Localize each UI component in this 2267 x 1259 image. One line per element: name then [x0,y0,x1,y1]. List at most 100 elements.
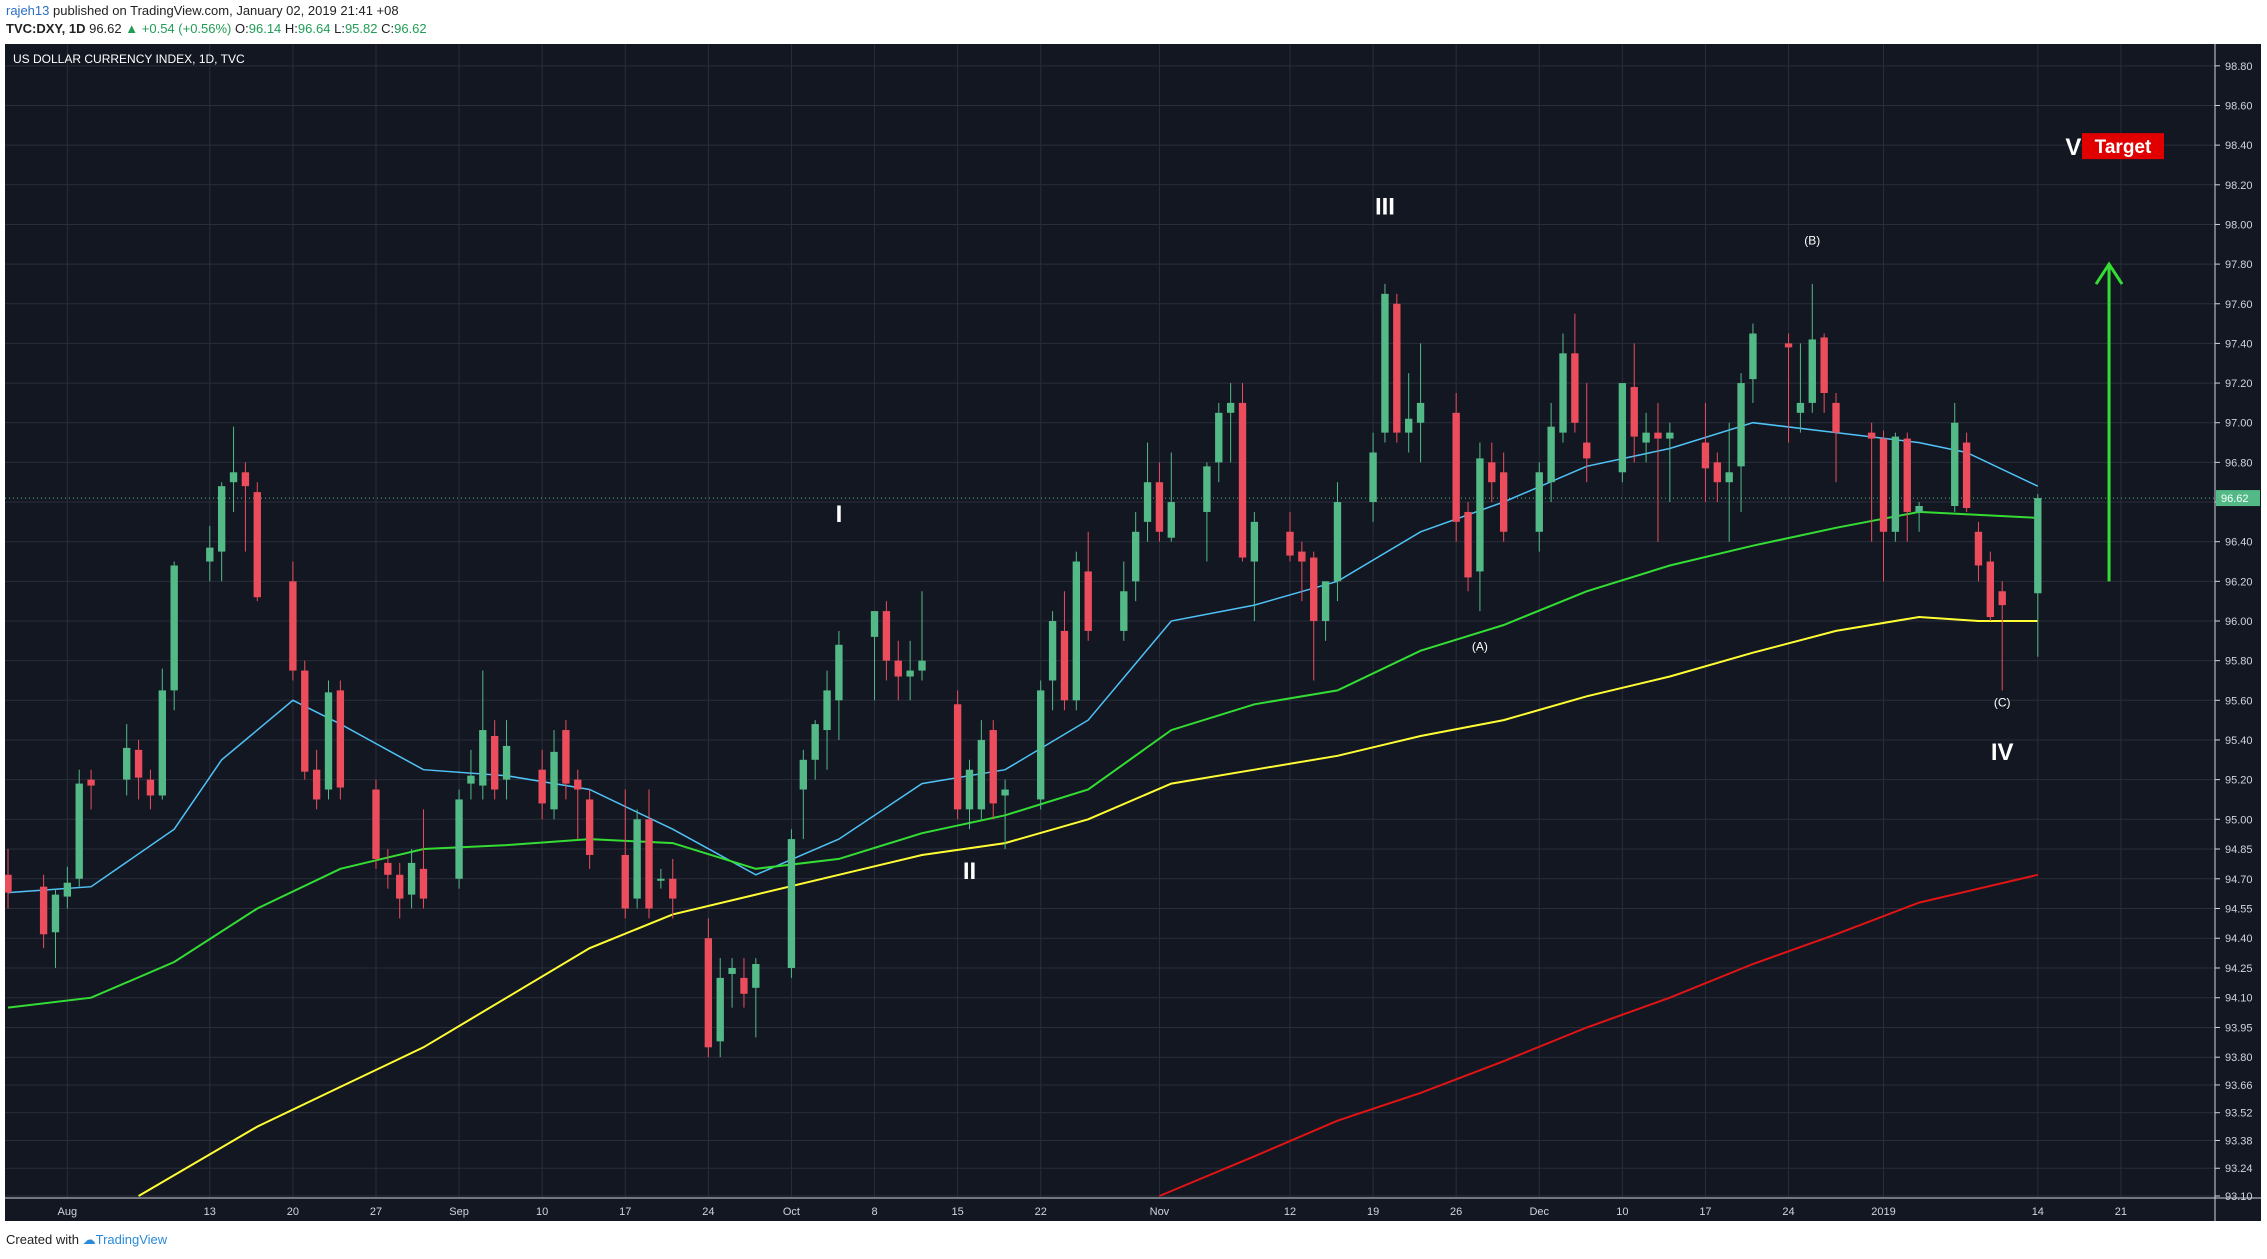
price-label: 96.62 [89,21,122,36]
candle-body [217,486,226,552]
candle-body [953,704,962,810]
candle-body [51,894,60,933]
y-tick-label: 93.10 [2225,1191,2253,1203]
y-tick-label: 97.80 [2225,259,2253,271]
publish-info: rajeh13 published on TradingView.com, Ja… [6,3,399,18]
candle [1571,313,1579,433]
candle-body [1488,462,1496,483]
y-tick-label: 95.20 [2225,775,2253,787]
candle [1333,482,1342,602]
candle [1298,541,1306,602]
candle [799,749,807,840]
candle [1618,383,1627,483]
candle-body [1393,303,1401,433]
candle-body [467,775,475,784]
candle [1998,581,2006,691]
candle-body [1618,383,1627,473]
change-up-icon: ▲ [125,21,139,36]
y-tick-label: 94.85 [2225,844,2253,856]
candle [1369,432,1377,522]
target-label: Target [2095,137,2152,158]
candle [455,789,463,889]
candle-body [835,644,843,701]
candle [1867,422,1876,542]
candle [1072,551,1081,711]
candle-body [1499,472,1508,532]
candle-body [1832,402,1840,433]
x-tick-label: 10 [1616,1206,1628,1218]
candle [1725,422,1733,542]
candle [1226,383,1235,463]
candle-body [1725,472,1733,483]
candle [704,918,713,1058]
close-label: C: [381,21,395,36]
x-tick-label: 19 [1367,1206,1379,1218]
candle-body [669,878,677,899]
candle [229,426,238,512]
candle-body [1464,511,1472,578]
high-label: H: [284,21,298,36]
publish-text: published on TradingView.com, January 02… [53,3,399,18]
candle-body [752,964,760,988]
y-tick-label: 96.80 [2225,457,2253,469]
y-tick-label: 94.40 [2225,933,2253,945]
price-chart[interactable]: 98.80 98.60 98.40 98.20 98.00 97.80 97.60 97.40… [5,44,2261,1221]
candle-body [1167,502,1175,538]
candle-body [787,839,796,968]
y-tick-label: 98.80 [2225,61,2253,73]
candle [740,958,748,1008]
x-tick-label: Dec [1529,1206,1549,1218]
candle-body [1891,436,1900,532]
footer: Created with ☁TradingView [6,1232,167,1248]
candle [253,482,261,602]
candle [752,958,760,1038]
author-link[interactable]: rajeh13 [6,3,50,18]
candle-body [1405,418,1413,433]
candle [158,668,166,800]
candle-body [1559,353,1567,433]
candle-body [324,692,333,790]
candle-body [1060,630,1069,701]
candle-body [1155,482,1164,532]
tradingview-brand[interactable]: TradingView [95,1232,168,1247]
candle [1737,373,1745,512]
candle [1155,462,1164,542]
candle-body [811,724,819,760]
candle-body [1226,402,1235,413]
candle-body [1808,339,1816,403]
candle [870,611,879,701]
candle [1701,402,1710,503]
candle [1286,511,1294,562]
x-tick-label: 10 [536,1206,548,1218]
candle-body [1476,458,1484,572]
candle-body [123,747,131,780]
candle [1713,452,1721,503]
candle-body [1951,422,1959,506]
candle-body [977,739,986,810]
candle-body [1321,581,1330,621]
x-tick-label: 20 [287,1206,299,1218]
candle-body [39,886,48,935]
candle [574,769,582,840]
wave-label: I [836,501,843,528]
candle-body [1630,387,1638,437]
wave-label: V [2065,134,2081,161]
candle [1203,462,1211,562]
candle [491,720,499,800]
candle [479,670,487,800]
candle [645,789,653,919]
candle-body [75,783,83,879]
candle [384,849,392,889]
candle-body [1547,426,1555,483]
y-tick-label: 95.60 [2225,695,2253,707]
candle [1393,293,1401,443]
x-tick-label: 13 [204,1206,216,1218]
candle-body [134,749,143,778]
y-tick-label: 95.00 [2225,814,2253,826]
candle [716,958,724,1058]
candle-body [1974,531,1983,566]
candle-body [1666,432,1674,439]
x-tick-label: 17 [619,1206,631,1218]
y-tick-label: 98.40 [2225,140,2253,152]
x-tick-label: 14 [2032,1206,2044,1218]
